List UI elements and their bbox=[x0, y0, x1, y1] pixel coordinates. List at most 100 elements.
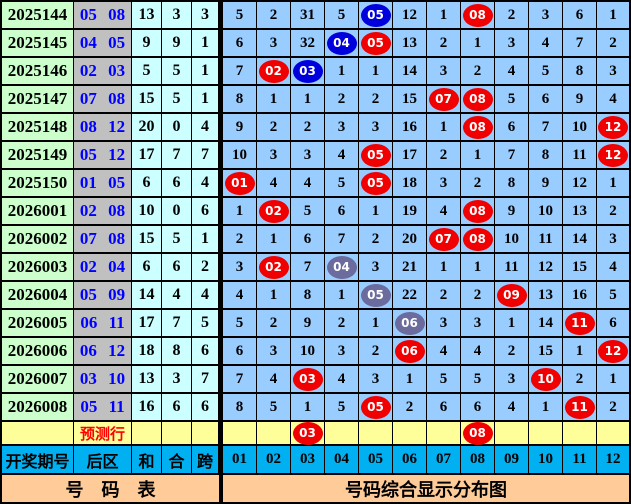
ball-column-header-04: 04 bbox=[325, 446, 359, 475]
miss-count-cell: 15 bbox=[529, 338, 563, 366]
period-cell: 2025149 bbox=[2, 142, 74, 170]
tail-cell: 0 bbox=[162, 198, 192, 226]
miss-count-cell: 7 bbox=[563, 30, 597, 58]
miss-count-cell: 6 bbox=[325, 198, 359, 226]
miss-count-cell: 05 bbox=[359, 30, 393, 58]
miss-count-cell: 2 bbox=[461, 282, 495, 310]
rear-numbers-cell: 03 10 bbox=[74, 366, 132, 394]
miss-count-cell: 21 bbox=[393, 254, 427, 282]
miss-count-cell: 9 bbox=[529, 170, 563, 198]
miss-count-cell: 02 bbox=[257, 254, 291, 282]
miss-count-cell: 1 bbox=[461, 142, 495, 170]
miss-count-cell: 2 bbox=[461, 170, 495, 198]
drawn-ball-02: 02 bbox=[258, 255, 289, 279]
sum-cell: 15 bbox=[132, 226, 162, 254]
miss-count-cell: 1 bbox=[427, 2, 461, 30]
table-divider bbox=[219, 446, 223, 475]
miss-count-cell: 8 bbox=[291, 282, 325, 310]
miss-count-cell: 7 bbox=[529, 114, 563, 142]
miss-count-cell: 9 bbox=[291, 310, 325, 338]
span-cell: 1 bbox=[192, 30, 219, 58]
tail-cell: 0 bbox=[162, 114, 192, 142]
ball-column-header-10: 10 bbox=[529, 446, 563, 475]
miss-count-cell: 07 bbox=[427, 226, 461, 254]
tail-cell: 6 bbox=[162, 394, 192, 422]
miss-count-cell: 3 bbox=[257, 142, 291, 170]
ball-column-headers: 01 02 03 04 05 06 07 08 09 10 11 12 bbox=[223, 446, 629, 475]
span-cell: 7 bbox=[192, 142, 219, 170]
table-row-2025147: 2025147 07 08 15 5 1 8 1 1 2 2 15 07 08 5 6 9 4 bbox=[2, 86, 629, 114]
miss-count-cell: 2 bbox=[461, 58, 495, 86]
miss-count-cell: 4 bbox=[597, 86, 629, 114]
rear-numbers-cell: 08 12 bbox=[74, 114, 132, 142]
span-cell: 6 bbox=[192, 338, 219, 366]
table-divider bbox=[219, 475, 223, 502]
miss-count-cell: 3 bbox=[597, 226, 629, 254]
miss-count-cell: 6 bbox=[291, 226, 325, 254]
period-cell: 2026006 bbox=[2, 338, 74, 366]
miss-count-cell: 13 bbox=[563, 198, 597, 226]
table-divider bbox=[219, 30, 223, 58]
miss-count-cell: 1 bbox=[359, 58, 393, 86]
miss-count-cell: 3 bbox=[325, 338, 359, 366]
miss-count-cell: 12 bbox=[563, 170, 597, 198]
table-row-2026008: 2026008 05 11 16 6 6 8 5 1 5 05 2 6 6 4 1 11 2 bbox=[2, 394, 629, 422]
sum-cell: 18 bbox=[132, 338, 162, 366]
miss-count-cell: 2 bbox=[597, 198, 629, 226]
table-row-2026007: 2026007 03 10 13 3 7 7 4 03 4 3 1 5 5 3 10 2 1 bbox=[2, 366, 629, 394]
miss-count-cell: 04 bbox=[325, 254, 359, 282]
miss-count-cell: 5 bbox=[495, 86, 529, 114]
table-row-2025148: 2025148 08 12 20 0 4 9 2 2 3 3 16 1 08 6 7 10 12 bbox=[2, 114, 629, 142]
miss-count-cell: 5 bbox=[257, 394, 291, 422]
span-cell: 5 bbox=[192, 310, 219, 338]
ball-column-header-02: 02 bbox=[257, 446, 291, 475]
miss-count-cell: 3 bbox=[257, 338, 291, 366]
miss-count-cell: 1 bbox=[461, 254, 495, 282]
table-row-2026001: 2026001 02 08 10 0 6 1 02 5 6 1 19 4 08 9 10 13 2 bbox=[2, 198, 629, 226]
drawn-ball-08: 08 bbox=[462, 199, 493, 223]
miss-count-cell: 7 bbox=[495, 142, 529, 170]
rear-numbers-cell: 05 09 bbox=[74, 282, 132, 310]
miss-count-cell: 3 bbox=[325, 114, 359, 142]
tail-cell: 5 bbox=[162, 86, 192, 114]
drawn-ball-01: 01 bbox=[224, 171, 255, 195]
drawn-ball-11: 11 bbox=[564, 395, 595, 419]
predict-row-label: 预测行 bbox=[74, 422, 132, 446]
data-rows: 2025144 05 08 13 3 3 5 2 31 5 05 12 1 08 2 3 6 1 2025145 0… bbox=[2, 2, 629, 422]
header-rear: 后区 bbox=[74, 446, 132, 475]
miss-count-cell: 1 bbox=[257, 282, 291, 310]
table-row-2025144: 2025144 05 08 13 3 3 5 2 31 5 05 12 1 08 2 3 6 1 bbox=[2, 2, 629, 30]
drawn-ball-08: 08 bbox=[462, 87, 493, 111]
sum-cell: 15 bbox=[132, 86, 162, 114]
drawn-ball-12: 12 bbox=[598, 143, 628, 167]
drawn-ball-06: 06 bbox=[394, 339, 425, 363]
table-row-2025146: 2025146 02 03 5 5 1 7 02 03 1 1 14 3 2 4 5 8 3 bbox=[2, 58, 629, 86]
miss-count-cell: 2 bbox=[257, 114, 291, 142]
miss-count-cell: 2 bbox=[427, 142, 461, 170]
predict-ball-cell bbox=[257, 422, 291, 446]
table-divider bbox=[219, 170, 223, 198]
miss-count-cell: 02 bbox=[257, 58, 291, 86]
miss-count-cell: 2 bbox=[325, 310, 359, 338]
miss-count-cell: 5 bbox=[529, 58, 563, 86]
miss-count-cell: 4 bbox=[495, 58, 529, 86]
predict-tail-cell bbox=[162, 422, 192, 446]
miss-count-cell: 19 bbox=[393, 198, 427, 226]
miss-count-cell: 1 bbox=[393, 366, 427, 394]
table-divider bbox=[219, 142, 223, 170]
tail-cell: 3 bbox=[162, 366, 192, 394]
drawn-ball-06: 06 bbox=[394, 311, 425, 335]
table-divider bbox=[219, 338, 223, 366]
miss-count-cell: 18 bbox=[393, 170, 427, 198]
miss-count-cell: 5 bbox=[223, 310, 257, 338]
miss-count-cell: 16 bbox=[393, 114, 427, 142]
miss-count-cell: 4 bbox=[257, 366, 291, 394]
tail-cell: 5 bbox=[162, 58, 192, 86]
miss-count-cell: 1 bbox=[563, 338, 597, 366]
miss-count-cell: 5 bbox=[325, 170, 359, 198]
miss-count-cell: 15 bbox=[563, 254, 597, 282]
miss-count-cell: 5 bbox=[223, 2, 257, 30]
ball-column-header-12: 12 bbox=[597, 446, 629, 475]
miss-count-cell: 2 bbox=[291, 114, 325, 142]
miss-count-cell: 02 bbox=[257, 198, 291, 226]
